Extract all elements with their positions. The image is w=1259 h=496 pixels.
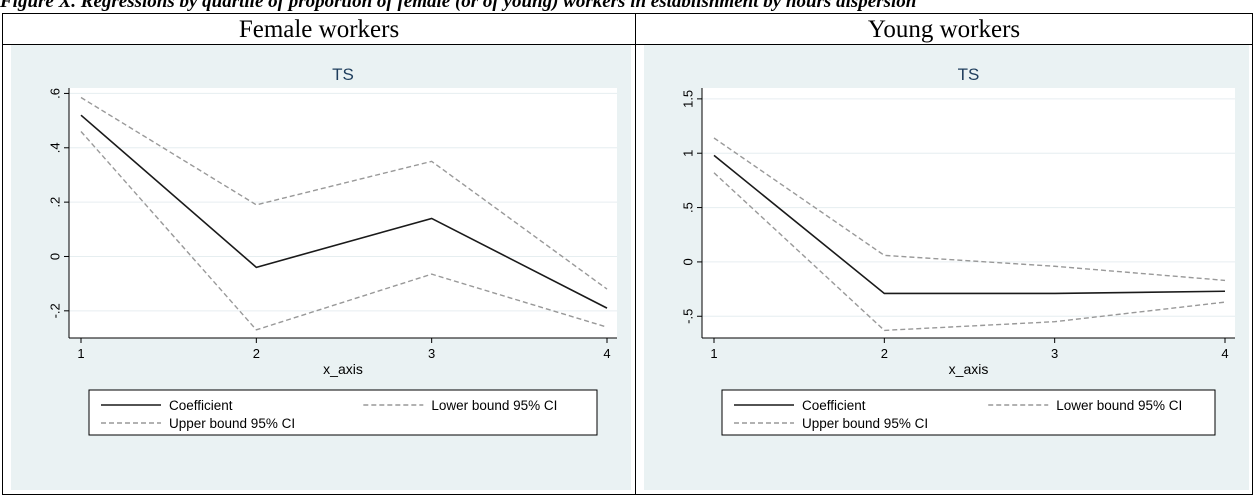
- header-row-divider: [3, 44, 1252, 45]
- chart1-title: TS: [958, 65, 980, 84]
- chart1-legend-label: Lower bound 95% CI: [1056, 398, 1182, 413]
- figure-table: Female workers Young workers: [2, 13, 1253, 495]
- chart0-ytick-label: .4: [47, 142, 62, 153]
- chart1-legend-box: [721, 389, 1216, 436]
- panel-title-young: Young workers: [867, 16, 1021, 43]
- chart0-legend-box: [88, 389, 598, 436]
- chart1-xtick-label: 3: [1051, 346, 1058, 361]
- chart1-xtick-label: 2: [881, 346, 888, 361]
- chart0-xtick-label: 1: [77, 346, 84, 361]
- chart0-legend-label: Coefficient: [169, 398, 233, 413]
- chart0-ytick-label: .6: [47, 88, 62, 99]
- chart1-ytick-label: 1.5: [680, 90, 695, 108]
- chart1-xtick-label: 4: [1221, 346, 1228, 361]
- chart1-series-line-2: [713, 137, 1226, 282]
- chart0-ytick-label: -.2: [47, 303, 62, 318]
- young-workers-chart: -.5 0 .5 1 1.5 1 2 3 4 TS x_axis Coefficient Lower b…: [644, 45, 1249, 490]
- column-divider: [635, 14, 636, 494]
- chart0-plot-area: [69, 88, 617, 338]
- chart0-xtick-label: 2: [253, 346, 260, 361]
- chart1-ytick-label: -.5: [680, 309, 695, 324]
- chart0-x-axis-label: x_axis: [323, 361, 363, 377]
- chart1-xtick-label: 1: [710, 346, 717, 361]
- chart0-xtick-label: 3: [428, 346, 435, 361]
- chart1-ytick-label: 0: [680, 258, 695, 265]
- chart0-xtick-label: 4: [603, 346, 610, 361]
- figure-caption: Figure X. Regressions by quartile of pro…: [0, 0, 917, 11]
- chart1-series-line-1: [713, 172, 1226, 332]
- chart1-legend-label: Coefficient: [802, 398, 866, 413]
- chart0-series-line-0: [80, 114, 608, 309]
- chart1-ytick-label: .5: [680, 202, 695, 213]
- chart0-legend-label: Lower bound 95% CI: [431, 398, 557, 413]
- chart0-series-line-1: [80, 131, 608, 331]
- chart0-ytick-label: .2: [47, 197, 62, 208]
- chart0-title: TS: [332, 65, 354, 84]
- chart1-x-axis-label: x_axis: [949, 361, 989, 377]
- chart1-legend-label: Upper bound 95% CI: [802, 416, 928, 431]
- chart1-plot-area: [702, 88, 1235, 338]
- chart0-legend-label: Upper bound 95% CI: [169, 416, 295, 431]
- chart1-series-line-0: [713, 154, 1226, 295]
- female-workers-chart: -.2 0 .2 .4 .6 1 2 3 4 TS x_axis Coefficient Lower b…: [11, 45, 631, 490]
- chart1-ytick-label: 1: [680, 150, 695, 157]
- chart0-ytick-label: 0: [47, 253, 62, 260]
- panel-title-female: Female workers: [238, 16, 400, 43]
